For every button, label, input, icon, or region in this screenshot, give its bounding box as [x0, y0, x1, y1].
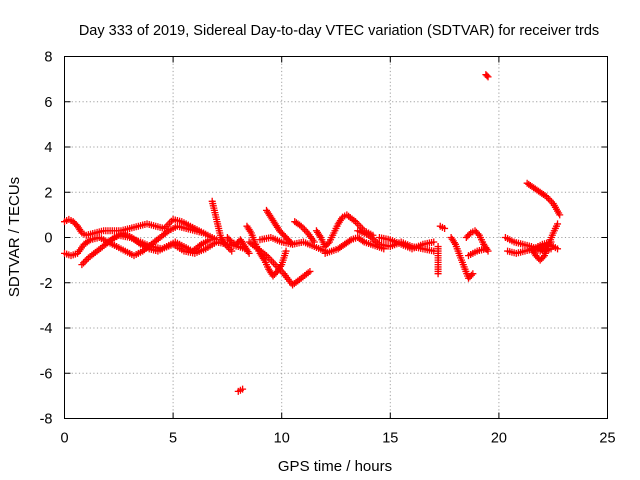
- y-tick-label: 6: [44, 95, 52, 111]
- data-point: [80, 259, 88, 267]
- chart-title: Day 333 of 2019, Sidereal Day-to-day VTE…: [79, 23, 599, 39]
- axis-ticks: 0 5 10 15 20 25 -8 -6 -4 -2 0 2 4 6 8: [40, 50, 616, 447]
- y-tick-label: 0: [44, 231, 52, 247]
- x-tick-label: 25: [599, 431, 615, 447]
- data-point: [483, 72, 491, 80]
- data-point: [484, 73, 492, 81]
- data-point: [474, 230, 482, 238]
- data-point: [556, 211, 564, 219]
- data-point: [310, 238, 318, 246]
- x-tick-label: 20: [491, 431, 507, 447]
- data-point: [482, 245, 490, 253]
- y-tick-label: 8: [44, 50, 52, 66]
- data-point: [547, 245, 555, 253]
- y-tick-label: 4: [44, 140, 52, 156]
- y-tick-label: -2: [40, 276, 53, 292]
- data-point: [226, 237, 234, 245]
- data-point: [359, 237, 367, 245]
- data-point: [469, 270, 477, 278]
- data-point: [78, 261, 86, 269]
- data-point: [554, 220, 562, 228]
- data-point: [434, 270, 442, 278]
- y-tick-label: -8: [40, 412, 53, 428]
- data-point: [346, 237, 354, 245]
- data-point: [306, 267, 314, 275]
- x-axis-label: GPS time / hours: [278, 458, 392, 475]
- x-tick-label: 5: [169, 431, 177, 447]
- data-points: [61, 71, 564, 395]
- y-tick-label: -6: [40, 366, 53, 382]
- grid-lines: [64, 56, 608, 419]
- data-point: [282, 247, 290, 255]
- x-tick-label: 10: [274, 431, 290, 447]
- data-point: [546, 196, 554, 204]
- data-point: [239, 385, 247, 393]
- data-point: [324, 240, 332, 248]
- data-point: [228, 247, 236, 255]
- x-tick-label: 15: [382, 431, 398, 447]
- y-tick-label: -4: [40, 321, 53, 337]
- data-point: [441, 224, 449, 232]
- data-point: [539, 253, 547, 261]
- data-point: [200, 229, 208, 237]
- data-point: [206, 236, 214, 244]
- data-point: [430, 238, 438, 246]
- data-point: [467, 271, 475, 279]
- data-point: [245, 249, 253, 257]
- data-point: [301, 226, 309, 234]
- y-axis-label: SDTVAR / TECUs: [6, 177, 23, 297]
- data-point: [85, 237, 93, 245]
- x-tick-label: 0: [60, 431, 68, 447]
- data-point: [81, 257, 89, 265]
- y-tick-label: 2: [44, 185, 52, 201]
- data-point: [465, 230, 473, 238]
- data-point: [554, 245, 562, 253]
